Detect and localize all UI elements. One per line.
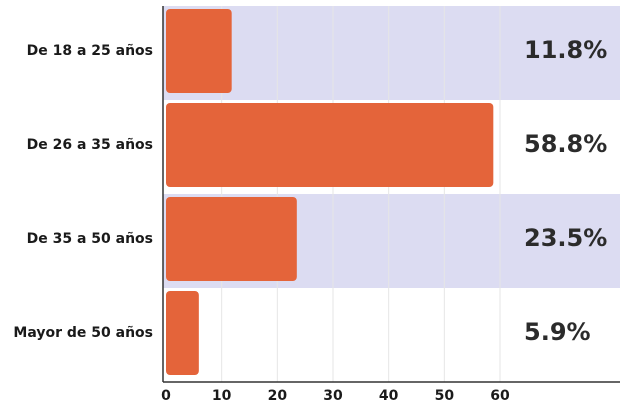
value-label: 23.5% (524, 224, 607, 252)
category-label: De 35 a 50 años (27, 231, 153, 247)
bar (166, 291, 199, 375)
row-band (163, 6, 620, 100)
x-tick-label: 30 (323, 388, 343, 404)
bar (166, 9, 232, 93)
value-label: 11.8% (524, 36, 607, 64)
x-tick-label: 20 (268, 388, 288, 404)
bar (166, 103, 494, 187)
x-tick-label: 60 (490, 388, 510, 404)
value-label: 5.9% (524, 318, 591, 346)
value-label: 58.8% (524, 130, 607, 158)
x-tick-label: 50 (435, 388, 455, 404)
category-label: De 18 a 25 años (27, 43, 153, 59)
category-label: Mayor de 50 años (13, 325, 153, 341)
x-tick-label: 40 (379, 388, 399, 404)
category-label: De 26 a 35 años (27, 137, 153, 153)
bar (166, 197, 297, 281)
x-tick-label: 10 (212, 388, 232, 404)
x-tick-label: 0 (161, 388, 171, 404)
